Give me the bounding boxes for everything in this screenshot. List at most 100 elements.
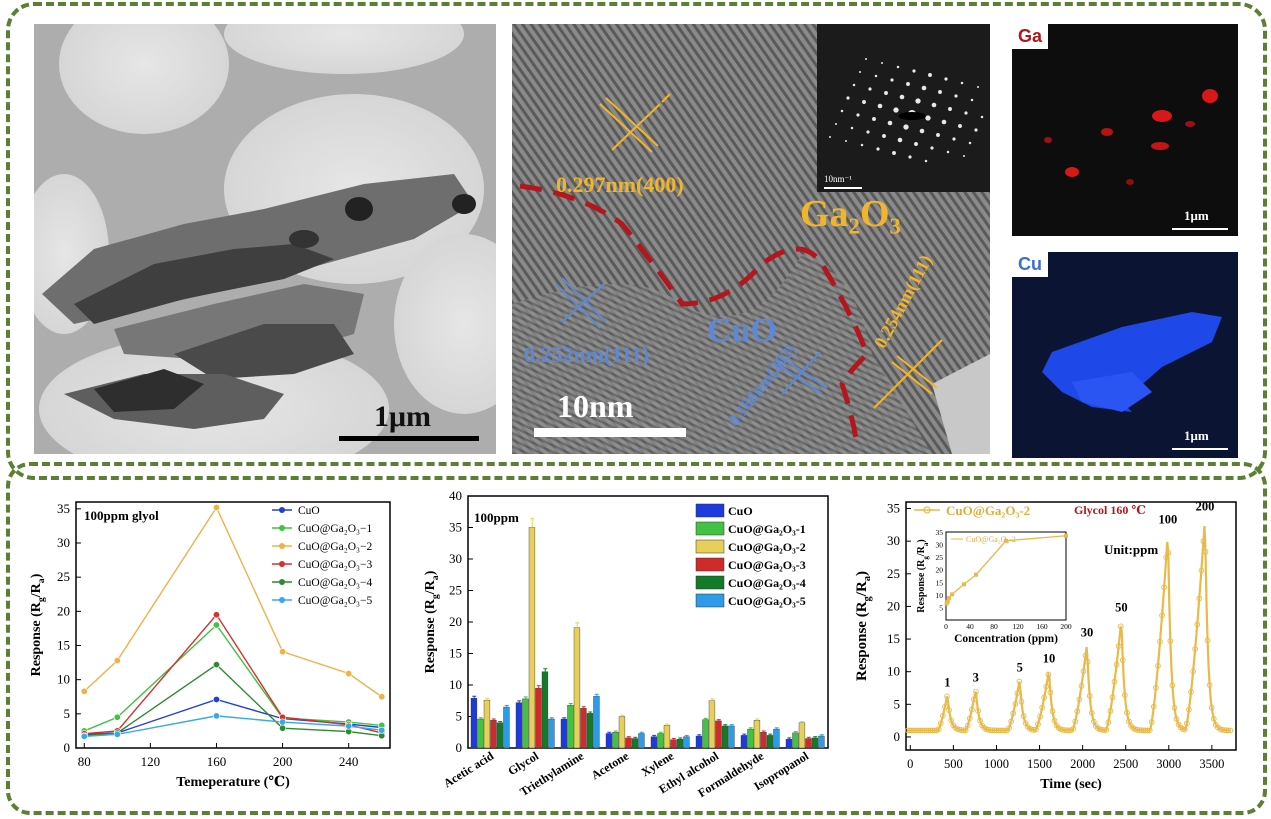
saed-spot (977, 86, 979, 88)
data-point (906, 727, 913, 734)
saed-spot (881, 62, 883, 64)
saed-spot (852, 83, 856, 87)
saed-spot (896, 65, 900, 69)
legend-marker (279, 579, 285, 585)
data-point (378, 726, 386, 734)
data-point (1163, 554, 1170, 561)
saed-spot (968, 141, 972, 145)
saed-spot (908, 155, 912, 159)
bar (798, 722, 806, 749)
pulse-label: 10 (1043, 651, 1056, 665)
bar (663, 725, 671, 749)
bar (695, 735, 703, 749)
y-tick-label: 25 (57, 569, 70, 584)
data-point (1169, 682, 1176, 689)
legend-label: CuO@Ga₂O₃-3 (728, 558, 806, 572)
data-point (995, 727, 1002, 734)
x-tick-label: 200 (273, 754, 293, 769)
data-point (1109, 694, 1116, 701)
saed-spot (931, 102, 937, 108)
y-axis-label: Response (Rg/Ra) (29, 573, 47, 676)
chart-annotation: 100ppm (474, 510, 519, 525)
pulse-label: 3 (973, 670, 979, 684)
saed-spot (970, 98, 974, 102)
data-point (1148, 719, 1155, 725)
data-point (909, 727, 915, 734)
data-point (925, 727, 932, 734)
saed-spot (938, 90, 942, 94)
hrtem-micrograph (512, 24, 990, 454)
inset-point (962, 582, 966, 587)
data-point (212, 503, 220, 511)
saed-spot (862, 100, 866, 104)
data-point (1223, 727, 1230, 734)
saed-spot (924, 159, 928, 163)
legend-label: CuO@Ga₂O₃−1 (298, 523, 373, 535)
y-tick-label: 15 (449, 646, 462, 661)
data-point (1049, 708, 1056, 715)
tem-scale-label: 1μm (374, 400, 431, 433)
bar (625, 737, 632, 749)
legend-label: CuO@Ga₂O₃−3 (298, 559, 373, 571)
data-point (975, 708, 981, 714)
data-point (968, 706, 975, 713)
inset-point (974, 572, 978, 577)
saed-spot (856, 113, 860, 117)
saed-spot (892, 151, 896, 155)
data-point (1171, 704, 1178, 711)
data-point (1138, 727, 1145, 734)
y-axis-label: Response (Rg/Ra) (423, 570, 441, 673)
saed-spot (876, 147, 880, 151)
data-point (212, 661, 220, 669)
data-point (1144, 727, 1151, 734)
series-line (84, 613, 382, 735)
bar (708, 700, 716, 749)
data-point (1167, 638, 1174, 644)
data-point (1113, 661, 1120, 668)
data-point (1225, 727, 1232, 734)
y-tick-label: 0 (64, 740, 71, 755)
ga-scale-label: 1μm (1184, 208, 1209, 223)
bar (670, 739, 677, 749)
data-point (964, 722, 971, 729)
series-line (83, 623, 382, 732)
saed-spot (897, 137, 903, 143)
data-point (1020, 713, 1027, 719)
eds-map-ga: Ga 1μm (1012, 24, 1238, 236)
saed-spot (974, 128, 978, 132)
hrtem-image: 10nm⁻¹ 0.297nm(400) Ga₂O₃ CuO 0.252nm(11… (512, 24, 990, 454)
saed-spot (952, 137, 956, 141)
category-label: Acetic acid (441, 749, 496, 791)
data-point (1192, 646, 1199, 652)
bar (535, 687, 542, 749)
data-point (1010, 710, 1017, 717)
saed-spot (921, 85, 927, 91)
bar (805, 738, 812, 749)
data-point (1033, 726, 1039, 733)
data-point (1002, 727, 1008, 734)
data-point (1008, 718, 1014, 725)
data-point (940, 712, 946, 719)
y-tick-label: 10 (449, 677, 462, 692)
series-line (83, 506, 383, 698)
legend-marker (279, 561, 285, 567)
y-tick-label: 35 (887, 501, 900, 516)
data-point (113, 730, 121, 738)
data-point (971, 696, 977, 703)
bar (593, 696, 600, 749)
data-point (987, 727, 994, 733)
saed-scale-bar (824, 187, 862, 189)
data-point (1159, 612, 1165, 619)
data-point (1124, 709, 1130, 716)
data-point (1146, 727, 1153, 734)
bar (740, 735, 748, 749)
data-point (985, 726, 992, 733)
data-point (1184, 720, 1190, 727)
saed-spot (963, 155, 965, 157)
saed-spot (930, 146, 934, 150)
saed-spot (919, 128, 925, 134)
cu-scale-label: 1μm (1184, 428, 1209, 443)
data-point (1219, 726, 1225, 733)
chart-temperature-response: 80 120 160 200 240 0 5 10 15 20 25 30 35 Temeperature… (29, 501, 391, 790)
legend-marker (279, 507, 285, 513)
